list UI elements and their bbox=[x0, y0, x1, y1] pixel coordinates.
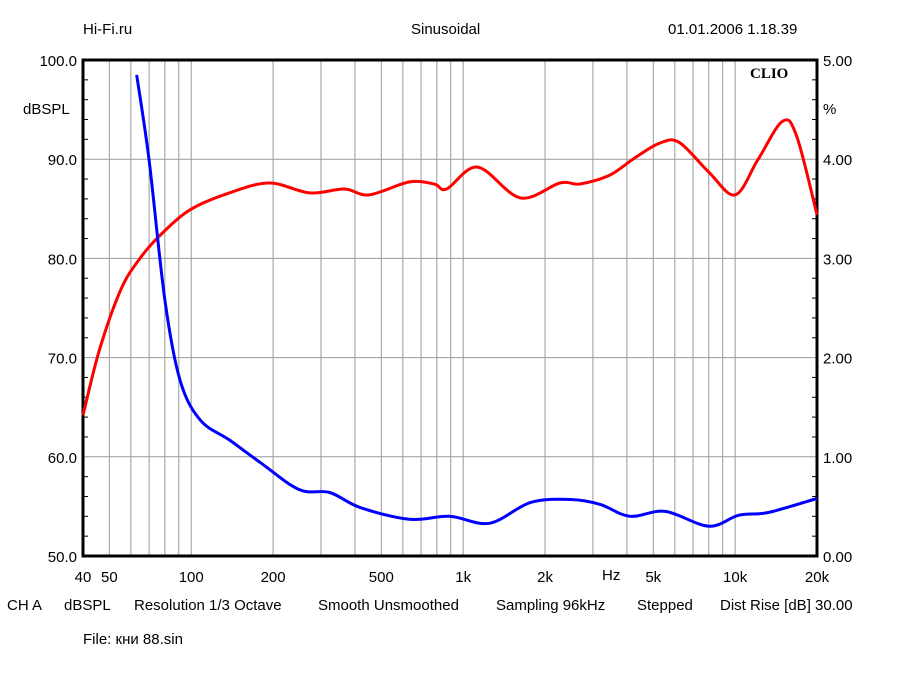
y-left-tick-label: 90.0 bbox=[48, 152, 77, 169]
y-left-tick-label: 80.0 bbox=[48, 251, 77, 268]
plot-frame bbox=[81, 58, 819, 558]
y-right-tick-label: 2.00 bbox=[823, 351, 852, 368]
spl-response-line bbox=[81, 118, 819, 416]
footer-smooth: Smooth Unsmoothed bbox=[318, 597, 459, 614]
x-tick-label: 500 bbox=[369, 569, 394, 586]
x-tick-label: 40 bbox=[75, 569, 92, 586]
y-left-label: dBSPL bbox=[23, 101, 70, 118]
x-axis-label: Hz bbox=[602, 567, 621, 584]
y-right-tick-label: 1.00 bbox=[823, 450, 852, 467]
footer-file: File: кни 88.sin bbox=[83, 631, 183, 648]
x-tick-label: 50 bbox=[101, 569, 118, 586]
x-tick-label: 2k bbox=[537, 569, 553, 586]
footer-sampling: Sampling 96kHz bbox=[496, 597, 606, 614]
y-left-tick-label: 50.0 bbox=[48, 549, 77, 566]
x-tick-label: 10k bbox=[723, 569, 748, 586]
header-site: Hi-Fi.ru bbox=[83, 21, 133, 38]
footer-channel: CH A bbox=[7, 597, 43, 614]
y-right-tick-label: 3.00 bbox=[823, 251, 852, 268]
x-tick-label: 1k bbox=[455, 569, 471, 586]
x-tick-label: 5k bbox=[645, 569, 661, 586]
footer-resolution: Resolution 1/3 Octave bbox=[134, 597, 282, 614]
footer-dist-rise: Dist Rise [dB] 30.00 bbox=[720, 597, 853, 614]
distortion-line bbox=[135, 74, 818, 528]
y-right-tick-label: 0.00 bbox=[823, 549, 852, 566]
footer-mode: Stepped bbox=[637, 597, 693, 614]
x-tick-label: 200 bbox=[261, 569, 286, 586]
clio-logo: CLIO bbox=[750, 66, 789, 82]
y-right-tick-label: 4.00 bbox=[823, 152, 852, 169]
y-left-tick-label: 60.0 bbox=[48, 450, 77, 467]
footer-unit: dBSPL bbox=[64, 597, 111, 614]
header-timestamp: 01.01.2006 1.18.39 bbox=[668, 21, 798, 38]
y-left-tick-label: 100.0 bbox=[39, 53, 77, 70]
header-mode: Sinusoidal bbox=[411, 21, 481, 38]
y-left-tick-label: 70.0 bbox=[48, 351, 77, 368]
y-right-tick-label: 5.00 bbox=[823, 53, 852, 70]
x-tick-label: 20k bbox=[805, 569, 830, 586]
x-tick-label: 100 bbox=[179, 569, 204, 586]
y-right-label: % bbox=[823, 101, 837, 118]
